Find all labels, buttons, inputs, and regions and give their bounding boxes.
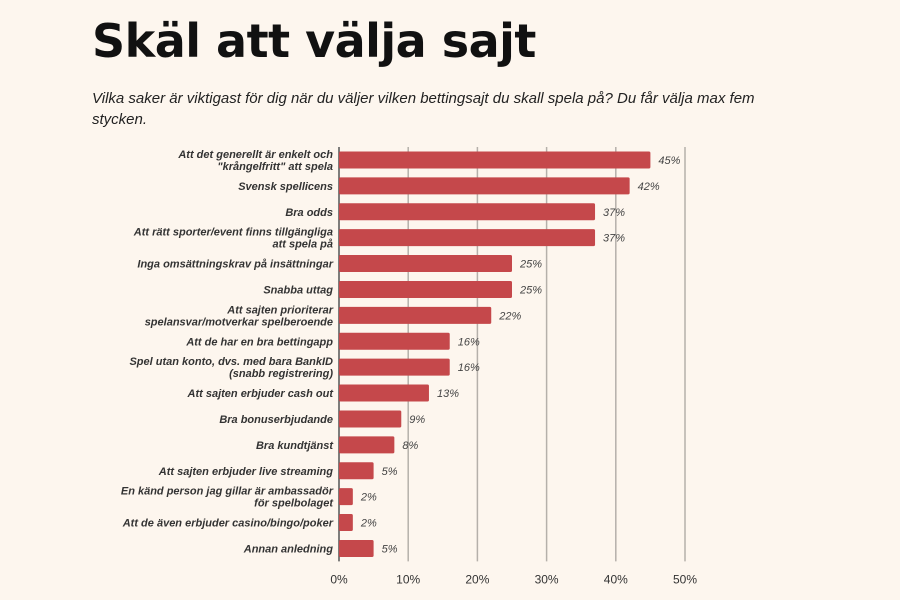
- category-label: Snabba uttag: [263, 284, 333, 296]
- category-label: Bra bonuserbjudande: [219, 414, 333, 426]
- bar: [339, 255, 512, 273]
- data-label: 8%: [402, 440, 418, 452]
- data-label: 22%: [498, 310, 521, 322]
- category-label: Inga omsättningskrav på insättningar: [137, 259, 333, 271]
- bar: [339, 306, 492, 324]
- data-label: 25%: [519, 259, 542, 271]
- category-label: Att sajten prioriterar spelansvar/motverk…: [145, 304, 334, 328]
- data-label: 16%: [458, 362, 480, 374]
- bar: [339, 410, 402, 428]
- data-label: 5%: [382, 543, 398, 555]
- category-label: Att de har en bra bettingapp: [185, 336, 333, 348]
- category-label: Annan anledning: [243, 543, 334, 555]
- x-tick-label: 50%: [673, 572, 697, 586]
- data-label: 5%: [382, 466, 398, 478]
- data-label: 13%: [437, 388, 459, 400]
- data-label: 2%: [360, 492, 377, 504]
- data-label: 37%: [603, 233, 625, 245]
- bar: [339, 177, 630, 195]
- x-tick-label: 30%: [535, 572, 559, 586]
- bar: [339, 151, 651, 169]
- data-label: 2%: [360, 518, 377, 530]
- bar: [339, 280, 512, 298]
- bar: [339, 229, 596, 247]
- category-label: Att sajten erbjuder cash out: [187, 388, 335, 400]
- category-label: Bra odds: [285, 207, 333, 219]
- data-label: 45%: [658, 155, 680, 167]
- category-label: Svensk spellicens: [238, 181, 333, 193]
- x-tick-label: 20%: [465, 572, 489, 586]
- x-tick-label: 0%: [330, 572, 348, 586]
- category-label: Att sajten erbjuder live streaming: [158, 466, 333, 478]
- category-label: Att rätt sporter/event finns tillgänglig…: [133, 227, 333, 251]
- bar: [339, 203, 596, 221]
- category-label: En känd person jag gillar är ambassadör f…: [121, 486, 334, 510]
- category-label: Att det generellt är enkelt och "krångelf…: [177, 149, 333, 173]
- category-label: Spel utan konto, dvs. med bara BankID (sn…: [129, 356, 333, 380]
- bar: [339, 514, 353, 532]
- data-label: 42%: [638, 181, 660, 193]
- category-label: Bra kundtjänst: [256, 440, 334, 452]
- bar: [339, 384, 429, 402]
- page-subtitle: Vilka saker är viktigast för dig när du …: [92, 90, 755, 128]
- data-label: 37%: [603, 207, 625, 219]
- bar: [339, 332, 450, 350]
- bar: [339, 488, 353, 506]
- category-label: Att de även erbjuder casino/bingo/poker: [122, 518, 334, 530]
- x-tick-label: 10%: [396, 572, 420, 586]
- bar: [339, 539, 374, 557]
- data-label: 16%: [458, 336, 480, 348]
- page-title: Skäl att välja sajt: [92, 14, 536, 68]
- bar: [339, 436, 395, 454]
- data-label: 25%: [519, 284, 542, 296]
- bar: [339, 358, 450, 376]
- x-tick-label: 40%: [604, 572, 628, 586]
- bar: [339, 462, 374, 480]
- data-label: 9%: [409, 414, 425, 426]
